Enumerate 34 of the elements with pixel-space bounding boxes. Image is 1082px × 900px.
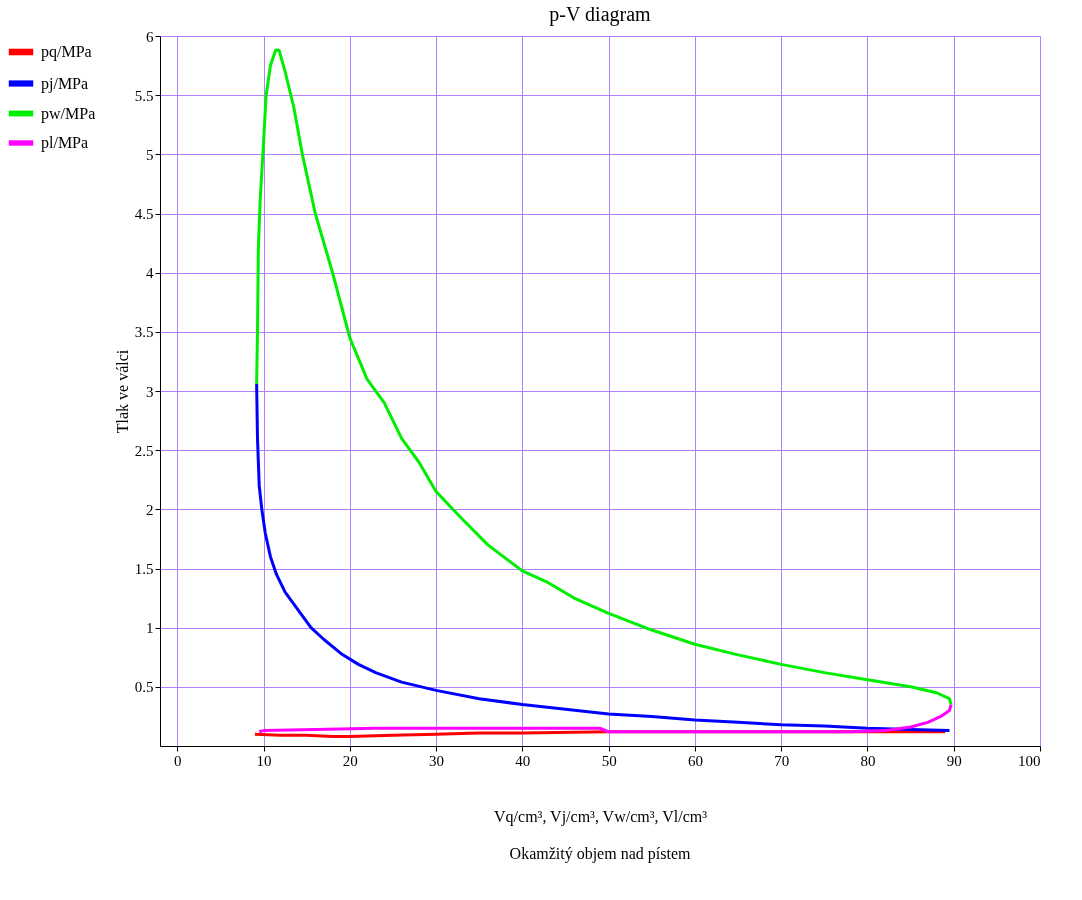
y-tick-label: 1 [146,620,154,637]
x-tick-label: 40 [515,752,531,769]
x-tick-label: 50 [601,752,617,769]
legend-label: pq/MPa [41,43,92,61]
x-tick-label: 30 [429,752,445,769]
line-series [255,382,951,733]
x-tick-label: 10 [256,752,272,769]
x-tick-label: 80 [860,752,876,769]
text: Okamžitý objem nad pístem [509,845,691,863]
y-tick-label: 1.5 [134,561,154,577]
y-tick-label: 5.5 [134,87,154,104]
x-tick-label: 90 [946,752,962,769]
y-tick-label: 3.5 [134,324,154,341]
x-tick-label: 100 [1018,752,1041,769]
x-tick-label: 20 [342,752,358,769]
legend-label: pj/MPa [41,74,89,93]
chart-title: p-V diagram [549,3,652,26]
x-tick-label: 0 [174,752,182,769]
x-axis-title: Vq/cm³, Vj/cm³, Vw/cm³, Vl/cm³ [494,807,708,826]
legend-label: pw/MPa [41,104,96,123]
y-tick-label: 3 [146,383,154,400]
y-tick-label: 0.5 [134,679,154,696]
y-tick-label: 6 [146,28,154,45]
x-tick-label: 70 [774,752,790,769]
legend-label: pl/MPa [41,134,89,152]
y-tick-label: 2.5 [134,442,154,459]
x-tick-label: 60 [687,752,703,769]
line-series [255,48,953,707]
y-tick-label: 4.5 [134,206,154,222]
y-tick-label: 4 [146,265,154,282]
y-tick-label: 5 [146,146,154,163]
line-series [257,703,953,734]
y-axis-title: Tlak ve válci [113,349,131,434]
y-tick-label: 2 [146,501,154,518]
